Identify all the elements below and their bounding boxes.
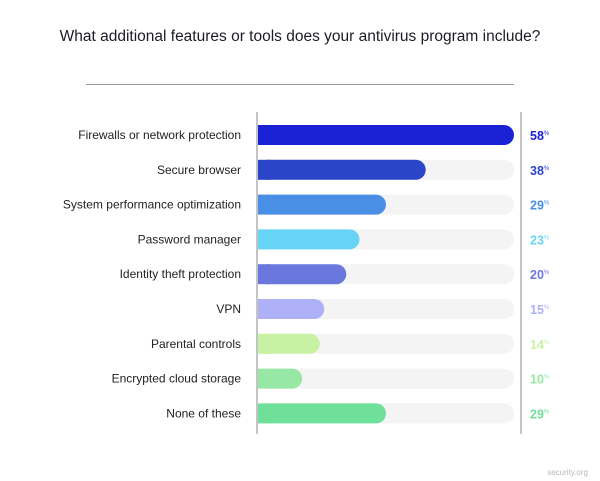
value-label: 38% [530, 164, 550, 178]
bar-left-edge [258, 299, 270, 319]
chart-title: What additional features or tools does y… [59, 28, 541, 45]
bar [258, 403, 386, 424]
bar-left-edge [258, 368, 270, 389]
value-label: 14% [530, 338, 550, 352]
bar-left-edge [258, 194, 270, 215]
bar-left-edge [258, 159, 270, 180]
category-label: Parental controls [151, 337, 241, 351]
value-label: 10% [530, 373, 550, 387]
bar-left-edge [258, 229, 270, 250]
bar [258, 299, 325, 319]
title-divider [86, 84, 514, 85]
value-label: 29% [530, 199, 550, 213]
bar-left-edge [258, 403, 270, 424]
value-label: 15% [530, 303, 550, 317]
value-label: 20% [530, 268, 550, 282]
bar [258, 333, 320, 354]
bar-track [258, 333, 514, 354]
bar [258, 125, 514, 145]
category-label: System performance optimization [63, 198, 241, 212]
bar-left-edge [258, 125, 270, 145]
value-label: 58% [530, 129, 550, 143]
watermark: security.org [547, 468, 588, 477]
bar-left-edge [258, 333, 270, 354]
category-label: VPN [216, 302, 241, 316]
category-label: Secure browser [157, 163, 241, 177]
value-label: 23% [530, 233, 550, 247]
bar-track [258, 368, 514, 389]
bar [258, 194, 386, 215]
value-label: 29% [530, 407, 550, 421]
category-label: Encrypted cloud storage [112, 372, 242, 386]
category-label: Password manager [138, 232, 241, 246]
bar [258, 159, 426, 180]
bar [258, 264, 347, 285]
bar [258, 229, 360, 250]
category-label: None of these [166, 406, 241, 420]
category-label: Identity theft protection [120, 267, 241, 281]
category-label: Firewalls or network protection [78, 128, 241, 142]
bar-left-edge [258, 264, 270, 285]
